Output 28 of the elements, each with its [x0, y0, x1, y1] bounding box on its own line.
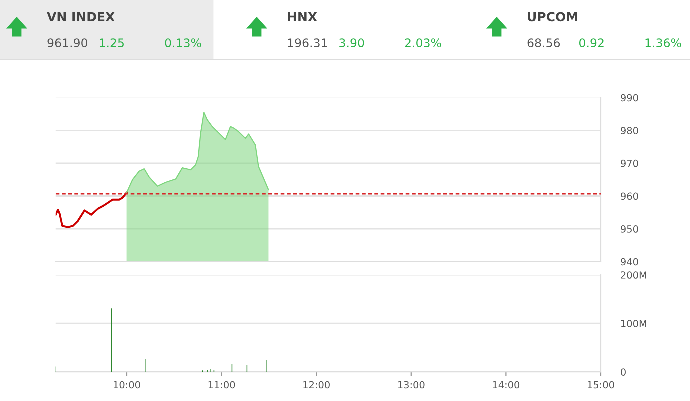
- text: 0.92: [579, 38, 604, 48]
- y-tick-label: 980: [621, 127, 638, 134]
- y-tick-label: 960: [621, 192, 638, 200]
- text: 2.03%: [405, 38, 442, 48]
- y-tick-label: 970: [621, 160, 638, 168]
- text: 68.56: [528, 38, 560, 48]
- y-tick-label: 200M: [621, 272, 646, 279]
- y-tick-label: 990: [621, 94, 638, 102]
- text: 0.13%: [165, 38, 202, 48]
- x-tick-label: 10:00: [114, 381, 140, 389]
- text: 1.36%: [646, 38, 682, 48]
- y-tick-label: 950: [621, 226, 638, 233]
- text: HNX: [288, 12, 318, 22]
- y-tick-label: 940: [621, 258, 638, 266]
- x-tick-label: 13:00: [398, 381, 425, 389]
- text: 196.31: [288, 38, 328, 48]
- text: 961.90: [48, 38, 88, 48]
- text: 3.90: [340, 38, 364, 48]
- x-tick-label: 12:00: [304, 381, 330, 389]
- x-tick-label: 14:00: [493, 381, 520, 389]
- text: VN INDEX: [47, 12, 115, 22]
- y-tick-label: 0: [621, 368, 626, 376]
- x-tick-label: 15:00: [588, 381, 614, 389]
- text: UPCOM: [528, 12, 578, 22]
- x-tick-label: 11:00: [208, 381, 236, 389]
- text: 1.25: [100, 38, 124, 48]
- line-series: [56, 192, 128, 228]
- y-tick-label: 100M: [622, 320, 646, 328]
